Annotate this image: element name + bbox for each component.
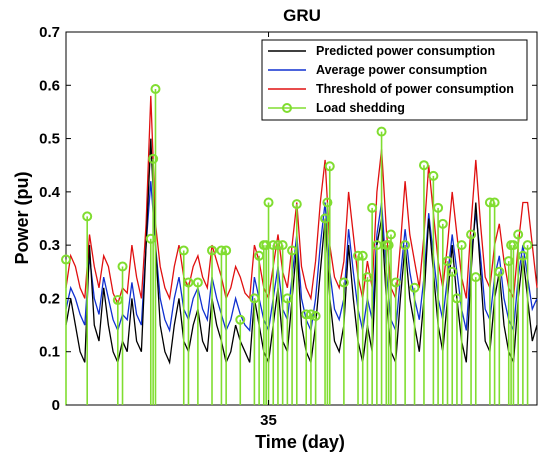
load-shedding-point xyxy=(367,202,378,213)
stem-layer xyxy=(61,84,533,405)
load-shedding-point xyxy=(433,202,444,213)
y-tick-label: 0.5 xyxy=(39,131,60,148)
legend: Predicted power consumption Average powe… xyxy=(261,39,528,121)
load-shedding-point xyxy=(513,229,524,240)
load-shedding-point xyxy=(192,277,203,288)
load-shedding-point xyxy=(456,240,467,251)
load-shedding-point xyxy=(235,314,246,325)
load-shedding-point xyxy=(447,266,458,277)
legend-label-threshold: Threshold of power consumption xyxy=(316,82,514,96)
axis-layer: 0 0.1 0.2 0.3 0.4 0.5 0.6 0.7 35 xyxy=(39,24,537,429)
load-shedding-point xyxy=(409,282,420,293)
y-tick-label: 0.2 xyxy=(39,290,60,307)
y-tick-label: 0 xyxy=(52,397,60,414)
chart-title: GRU xyxy=(283,6,321,25)
load-shedding-point xyxy=(263,197,274,208)
y-tick-label: 0.4 xyxy=(39,184,61,201)
load-shedding-point xyxy=(494,266,505,277)
load-shedding-point xyxy=(383,240,394,251)
legend-label-predicted: Predicted power consumption xyxy=(316,44,495,58)
load-shedding-point xyxy=(310,311,321,322)
load-shedding-point xyxy=(376,126,387,137)
y-tick-label: 0.6 xyxy=(39,77,60,94)
load-shedding-point xyxy=(442,256,453,267)
load-shedding-point xyxy=(489,197,500,208)
load-shedding-point xyxy=(150,84,161,95)
load-shedding-point xyxy=(418,160,429,171)
load-shedding-point xyxy=(178,245,189,256)
load-shedding-point xyxy=(338,277,349,288)
load-shedding-point xyxy=(148,153,159,164)
load-shedding-point xyxy=(522,240,533,251)
load-shedding-point xyxy=(221,245,232,256)
load-shedding-point xyxy=(82,211,93,222)
load-shedding-point xyxy=(277,240,288,251)
load-shedding-point xyxy=(324,161,335,172)
load-shedding-point xyxy=(470,272,481,283)
x-tick-label: 35 xyxy=(260,412,277,429)
y-axis-label: Power (pu) xyxy=(12,171,32,264)
load-shedding-point xyxy=(390,277,401,288)
y-tick-label: 0.1 xyxy=(39,344,60,361)
load-shedding-point xyxy=(428,170,439,181)
legend-box xyxy=(261,39,528,121)
load-shedding-point xyxy=(466,229,477,240)
y-tick-label: 0.3 xyxy=(39,237,60,254)
load-shedding-point xyxy=(61,254,71,265)
load-shedding-point xyxy=(322,197,333,208)
y-tick-label: 0.7 xyxy=(39,24,60,41)
load-shedding-point xyxy=(117,261,128,272)
load-shedding-point xyxy=(357,250,368,261)
x-axis-label: Time (day) xyxy=(255,432,345,452)
load-shedding-point xyxy=(385,229,396,240)
load-shedding-point xyxy=(207,245,218,256)
legend-label-average: Average power consumption xyxy=(316,63,487,77)
load-shedding-point xyxy=(291,199,302,210)
legend-label-load-shedding: Load shedding xyxy=(316,101,405,115)
series-predicted-line xyxy=(65,138,538,365)
load-shedding-point xyxy=(305,309,316,320)
load-shedding-point xyxy=(437,218,448,229)
legend-marker-load-shedding xyxy=(282,103,292,113)
load-shedding-point xyxy=(400,240,411,251)
